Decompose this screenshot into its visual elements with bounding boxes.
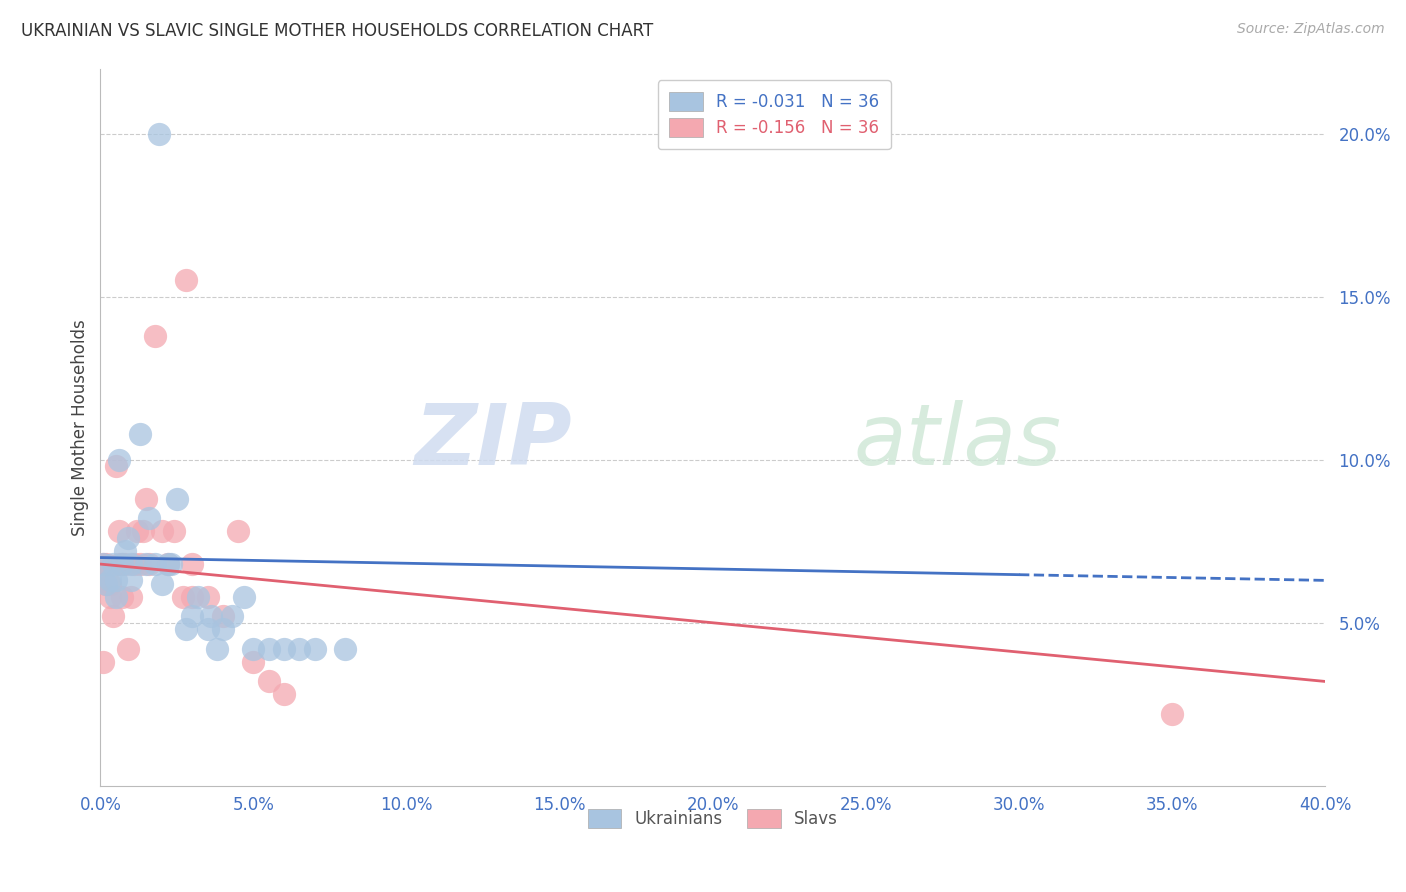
Point	[93, 557, 115, 571]
Point	[96, 557, 118, 571]
Point	[93, 557, 115, 571]
Point	[120, 590, 142, 604]
Point	[145, 329, 167, 343]
Point	[304, 641, 326, 656]
Point	[135, 557, 157, 571]
Point	[101, 557, 124, 571]
Point	[114, 544, 136, 558]
Point	[159, 557, 181, 571]
Text: atlas: atlas	[853, 400, 1062, 483]
Text: Source: ZipAtlas.com: Source: ZipAtlas.com	[1237, 22, 1385, 37]
Point	[104, 574, 127, 588]
Point	[211, 609, 233, 624]
Point	[273, 641, 295, 656]
Point	[138, 511, 160, 525]
Legend: Ukrainians, Slavs: Ukrainians, Slavs	[581, 802, 845, 835]
Point	[122, 557, 145, 571]
Point	[129, 426, 152, 441]
Point	[127, 524, 149, 539]
Point	[197, 590, 219, 604]
Point	[257, 641, 280, 656]
Point	[120, 574, 142, 588]
Y-axis label: Single Mother Households: Single Mother Households	[72, 318, 89, 535]
Point	[111, 557, 134, 571]
Point	[148, 127, 170, 141]
Point	[98, 590, 121, 604]
Point	[111, 590, 134, 604]
Point	[181, 609, 204, 624]
Point	[117, 531, 139, 545]
Point	[145, 557, 167, 571]
Point	[242, 641, 264, 656]
Point	[1161, 707, 1184, 722]
Point	[187, 590, 209, 604]
Point	[174, 273, 197, 287]
Point	[93, 655, 115, 669]
Point	[166, 491, 188, 506]
Point	[174, 622, 197, 636]
Point	[104, 459, 127, 474]
Point	[288, 641, 311, 656]
Point	[163, 524, 186, 539]
Point	[150, 576, 173, 591]
Point	[233, 590, 256, 604]
Point	[98, 574, 121, 588]
Point	[111, 557, 134, 571]
Point	[138, 557, 160, 571]
Point	[273, 688, 295, 702]
Point	[107, 557, 129, 571]
Point	[335, 641, 357, 656]
Point	[129, 557, 152, 571]
Point	[221, 609, 243, 624]
Text: UKRAINIAN VS SLAVIC SINGLE MOTHER HOUSEHOLDS CORRELATION CHART: UKRAINIAN VS SLAVIC SINGLE MOTHER HOUSEH…	[21, 22, 654, 40]
Point	[98, 576, 121, 591]
Point	[211, 622, 233, 636]
Text: ZIP: ZIP	[415, 400, 572, 483]
Point	[156, 557, 179, 571]
Point	[172, 590, 194, 604]
Point	[96, 576, 118, 591]
Point	[156, 557, 179, 571]
Point	[107, 452, 129, 467]
Point	[226, 524, 249, 539]
Point	[114, 557, 136, 571]
Point	[120, 557, 142, 571]
Point	[107, 524, 129, 539]
Point	[181, 557, 204, 571]
Point	[135, 491, 157, 506]
Point	[200, 609, 222, 624]
Point	[117, 641, 139, 656]
Point	[257, 674, 280, 689]
Point	[104, 590, 127, 604]
Point	[101, 609, 124, 624]
Point	[181, 590, 204, 604]
Point	[197, 622, 219, 636]
Point	[205, 641, 228, 656]
Point	[132, 524, 155, 539]
Point	[150, 524, 173, 539]
Point	[242, 655, 264, 669]
Point	[96, 576, 118, 591]
